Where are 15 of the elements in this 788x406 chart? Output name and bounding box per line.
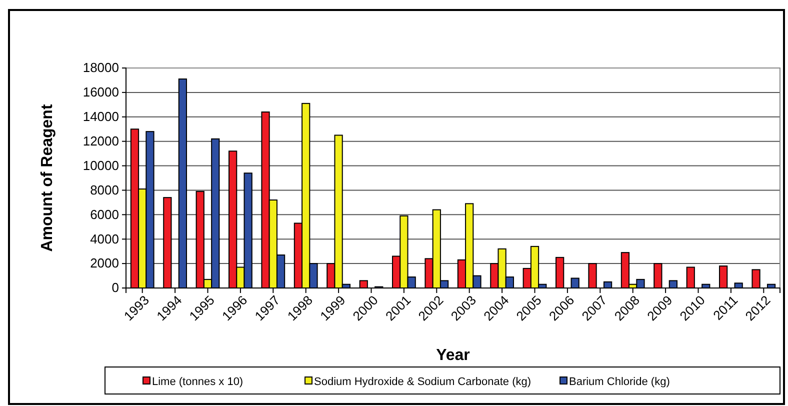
legend-label: Lime (tonnes x 10) — [152, 376, 244, 388]
y-tick-label: 14000 — [82, 109, 119, 124]
y-tick-label: 12000 — [82, 133, 119, 148]
y-tick-label: 2000 — [90, 256, 119, 271]
y-tick-label: 8000 — [90, 182, 119, 198]
legend-label: Barium Chloride (kg) — [569, 376, 670, 388]
y-tick-label: 0 — [112, 280, 119, 296]
y-tick-label: 4000 — [90, 231, 119, 246]
x-axis-title: Year — [436, 347, 470, 364]
y-tick-label: 16000 — [82, 84, 119, 100]
y-tick-label: 18000 — [82, 60, 119, 76]
y-tick-label: 10000 — [82, 158, 119, 173]
legend-label: Sodium Hydroxide & Sodium Carbonate (kg) — [314, 376, 532, 388]
y-tick-label: 6000 — [90, 206, 119, 222]
y-axis-title: Amount of Reagent — [39, 104, 56, 252]
